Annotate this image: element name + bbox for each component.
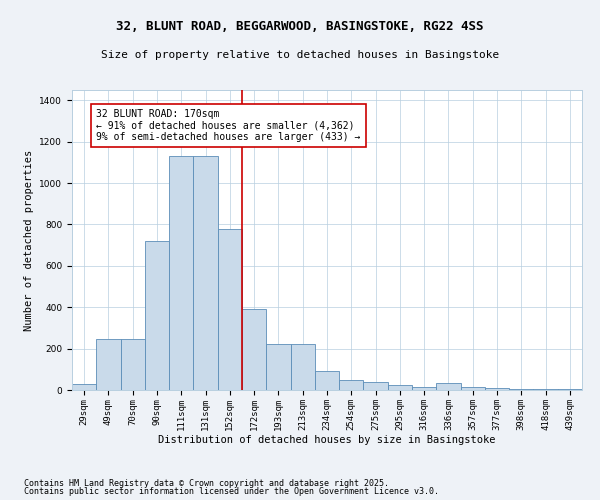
Text: 32 BLUNT ROAD: 170sqm
← 91% of detached houses are smaller (4,362)
9% of semi-de: 32 BLUNT ROAD: 170sqm ← 91% of detached … [96,108,361,142]
Bar [339,380,364,390]
Bar [533,389,558,390]
Text: 32, BLUNT ROAD, BEGGARWOOD, BASINGSTOKE, RG22 4SS: 32, BLUNT ROAD, BEGGARWOOD, BASINGSTOKE,… [116,20,484,33]
X-axis label: Distribution of detached houses by size in Basingstoke: Distribution of detached houses by size … [158,436,496,446]
Bar [290,344,315,390]
Bar [509,389,533,390]
Text: Contains public sector information licensed under the Open Government Licence v3: Contains public sector information licen… [24,487,439,496]
Bar [461,387,485,390]
Bar [412,387,436,390]
Bar [315,372,339,390]
Text: Contains HM Land Registry data © Crown copyright and database right 2025.: Contains HM Land Registry data © Crown c… [24,478,389,488]
Bar [436,383,461,390]
Bar [169,156,193,390]
Bar [96,340,121,390]
Bar [364,382,388,390]
Bar [266,344,290,390]
Bar [121,340,145,390]
Bar [485,388,509,390]
Bar [388,385,412,390]
Bar [145,241,169,390]
Y-axis label: Number of detached properties: Number of detached properties [24,150,34,330]
Bar [218,228,242,390]
Bar [193,156,218,390]
Text: Size of property relative to detached houses in Basingstoke: Size of property relative to detached ho… [101,50,499,60]
Bar [72,384,96,390]
Bar [242,310,266,390]
